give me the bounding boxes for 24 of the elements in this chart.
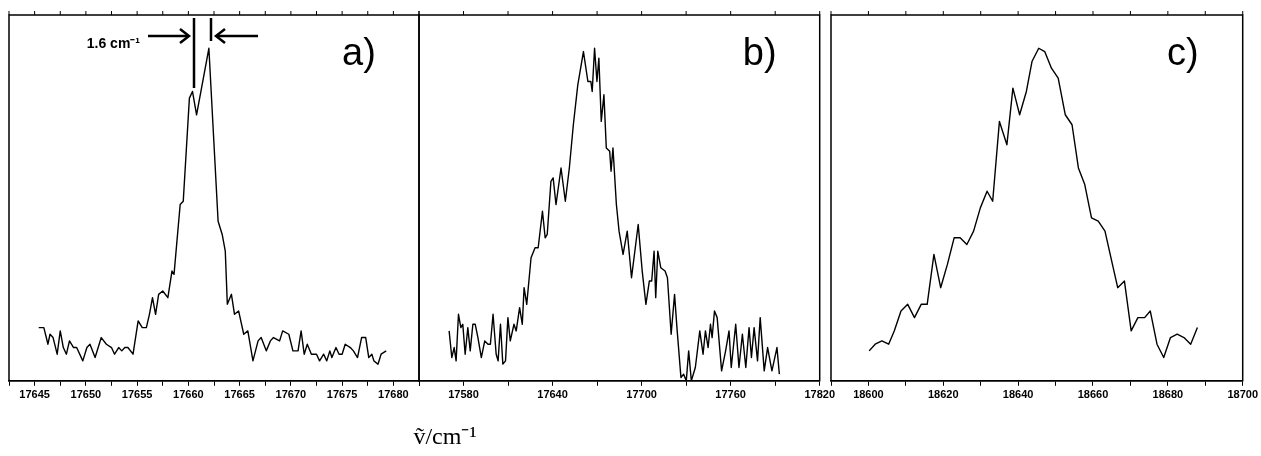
x-tick-label: 17760 [715, 388, 746, 401]
annotation: b) [742, 31, 777, 74]
x-tick-label: 17645 [19, 388, 50, 401]
x-tick-label: 17640 [537, 388, 568, 401]
x-tick-label: 18700 [1227, 388, 1258, 401]
x-tick-label: 17820 [804, 388, 835, 401]
x-tick-label: 18680 [1152, 388, 1184, 401]
annotation: 1.6 cm⁻¹ [86, 34, 141, 51]
annotation: a) [342, 31, 376, 74]
x-tick-label: 17580 [448, 388, 479, 401]
x-tick-label: 17665 [224, 388, 255, 401]
x-tick-label: 18660 [1077, 388, 1109, 401]
x-tick-label: 18620 [927, 388, 959, 401]
x-axis-title: ṽ/cm⁻¹ [413, 422, 477, 451]
x-tick-label: 17680 [378, 388, 409, 401]
x-tick-label: 17700 [626, 388, 657, 401]
x-tick-label: 17660 [173, 388, 204, 401]
x-tick-label: 17670 [275, 388, 307, 401]
x-tick-label: 17675 [326, 388, 358, 401]
x-tick-label: 17655 [121, 388, 153, 401]
x-tick-label: 18640 [1002, 388, 1034, 401]
x-tick-label: 17650 [70, 388, 102, 401]
x-tick-label: 18600 [853, 388, 884, 401]
annotation: c) [1166, 31, 1199, 74]
